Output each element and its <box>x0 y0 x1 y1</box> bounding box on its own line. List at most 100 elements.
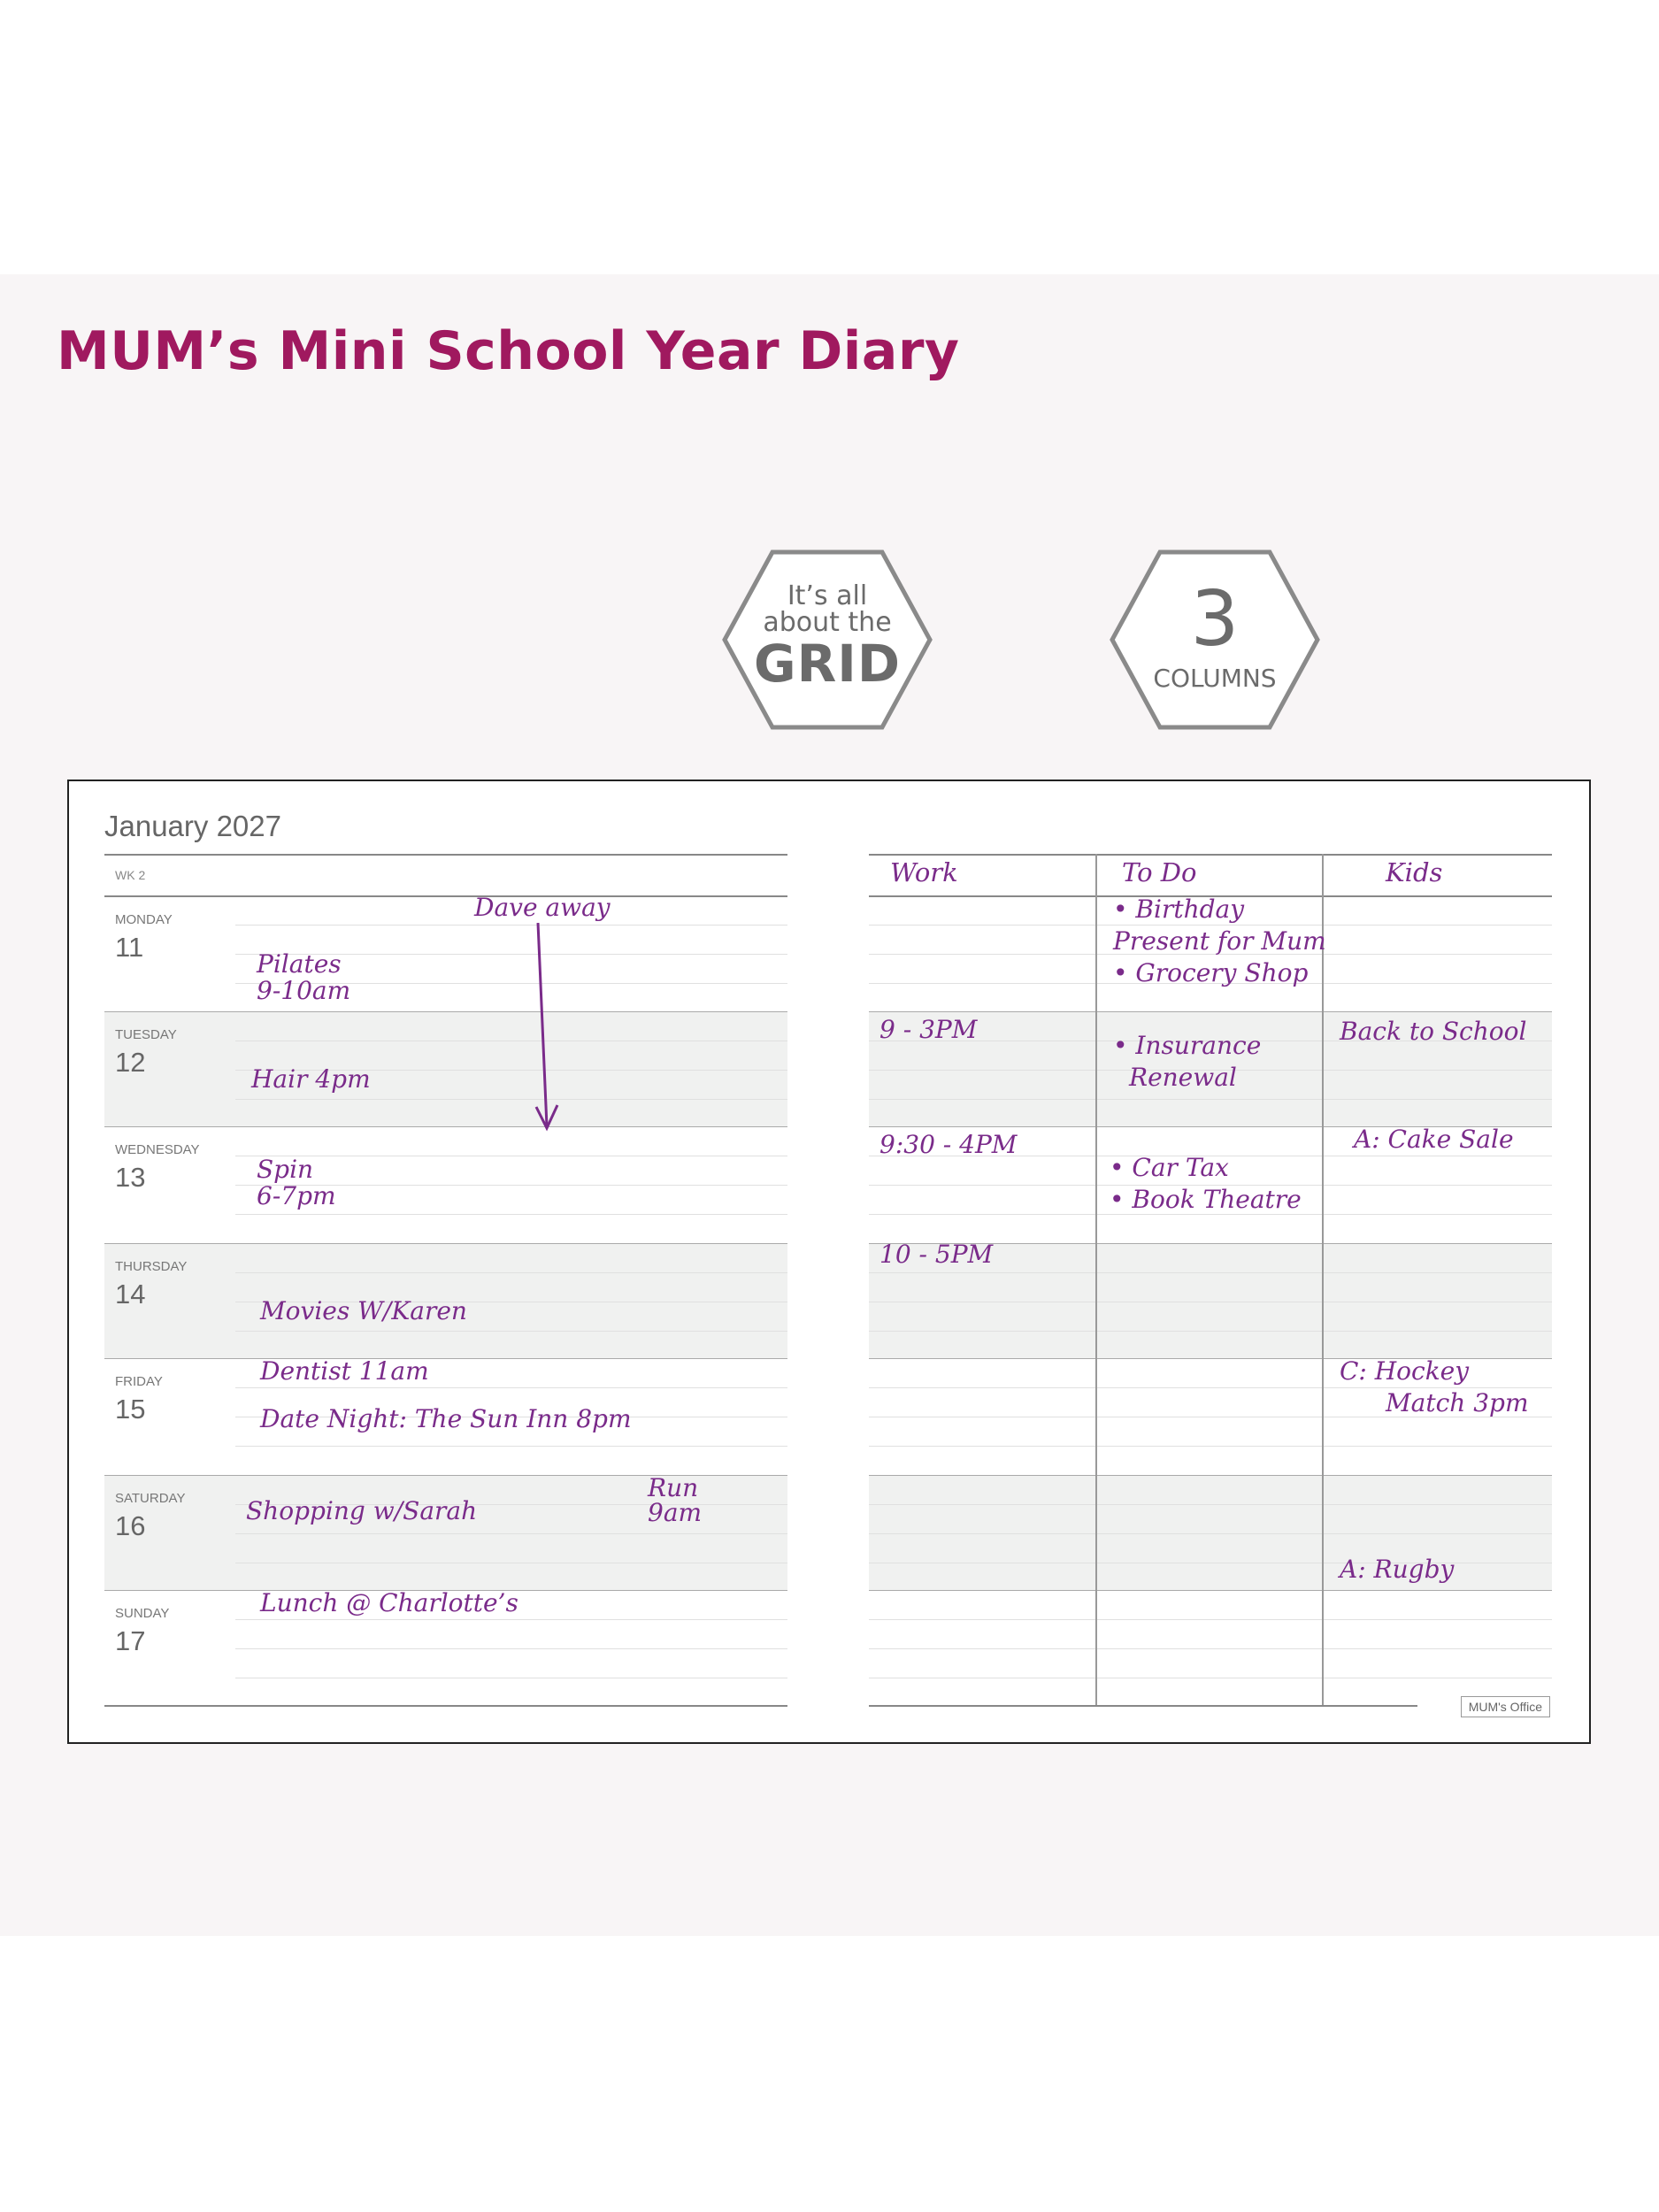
day-name: SATURDAY <box>115 1491 186 1506</box>
kids-hockey-time: Match 3pm <box>1386 1388 1529 1417</box>
note-dave-away: Dave away <box>474 893 611 922</box>
writing-line <box>235 1070 787 1071</box>
divider <box>869 1243 1552 1244</box>
divider <box>104 1011 787 1012</box>
note-lunch: Lunch @ Charlotte’s <box>260 1588 518 1617</box>
column-header-work: Work <box>890 857 958 887</box>
grid-badge-line1: It’s all <box>787 580 868 611</box>
todo-insurance: • Insurance <box>1113 1031 1262 1060</box>
work-note-wednesday: 9:30 - 4PM <box>879 1130 1018 1159</box>
columns-badge: 3 COLUMNS <box>1109 549 1321 731</box>
day-band-shade <box>869 1475 1552 1590</box>
work-note-tuesday: 9 - 3PM <box>879 1015 978 1044</box>
day-name: WEDNESDAY <box>115 1142 200 1157</box>
divider <box>869 1475 1552 1476</box>
writing-line <box>869 925 1552 926</box>
divider <box>104 854 787 856</box>
writing-line <box>869 1185 1552 1186</box>
arrow-down-icon <box>534 923 559 1132</box>
writing-line <box>869 1214 1552 1215</box>
writing-line <box>235 1214 787 1215</box>
writing-line <box>235 1619 787 1620</box>
kids-rugby: A: Rugby <box>1340 1555 1455 1584</box>
divider <box>869 1590 1552 1591</box>
day-name: THURSDAY <box>115 1259 188 1274</box>
note-run-time: 9am <box>648 1498 703 1527</box>
writing-line <box>235 925 787 926</box>
writing-line <box>235 1533 787 1534</box>
writing-line <box>869 1619 1552 1620</box>
writing-line <box>235 1387 787 1388</box>
grid-badge-line3: GRID <box>754 634 901 694</box>
column-header-kids: Kids <box>1386 857 1443 887</box>
note-shopping: Shopping w/Sarah <box>246 1496 478 1525</box>
hexagon-icon <box>1110 549 1320 730</box>
note-spin: Spin <box>257 1155 314 1184</box>
day-band-shade <box>104 1475 787 1590</box>
note-date-night: Date Night: The Sun Inn 8pm <box>260 1404 632 1433</box>
writing-line <box>235 1504 787 1505</box>
todo-birthday: • Birthday <box>1113 895 1245 924</box>
writing-line <box>869 954 1552 955</box>
day-number: 14 <box>115 1279 146 1310</box>
hexagon-icon <box>722 549 933 730</box>
column-header-todo: To Do <box>1122 857 1197 887</box>
divider <box>104 1475 787 1476</box>
page-title: MUM’s Mini School Year Diary <box>57 320 960 382</box>
divider <box>869 1705 1417 1707</box>
month-heading: January 2027 <box>104 810 281 842</box>
grid-badge-line2: about the <box>763 607 892 638</box>
column-divider <box>1322 854 1324 1705</box>
writing-line <box>869 1387 1552 1388</box>
grid-badge: It’s all about the GRID <box>721 549 933 731</box>
writing-line <box>869 1331 1552 1332</box>
day-number: 15 <box>115 1394 146 1425</box>
divider <box>104 1243 787 1244</box>
divider <box>104 1126 787 1127</box>
divider <box>104 1358 787 1359</box>
writing-line <box>869 983 1552 984</box>
kids-cake-sale: A: Cake Sale <box>1354 1125 1514 1154</box>
todo-car-tax: • Car Tax <box>1110 1153 1229 1182</box>
writing-line <box>235 954 787 955</box>
todo-insurance-cont: Renewal <box>1129 1063 1237 1092</box>
divider <box>869 1011 1552 1012</box>
todo-birthday-cont: Present for Mum <box>1113 926 1326 956</box>
writing-line <box>235 1331 787 1332</box>
kids-back-to-school: Back to School <box>1340 1017 1527 1046</box>
writing-line <box>869 1533 1552 1534</box>
writing-line <box>235 1185 787 1186</box>
divider <box>869 854 1552 856</box>
writing-line <box>869 1070 1552 1071</box>
day-band-shade <box>104 1011 787 1126</box>
work-note-thursday: 10 - 5PM <box>879 1240 994 1269</box>
day-band-shade <box>869 1243 1552 1358</box>
columns-badge-label: COLUMNS <box>1153 664 1277 693</box>
writing-line <box>869 1272 1552 1273</box>
brand-tag: MUM's Office <box>1460 1696 1550 1717</box>
note-dentist: Dentist 11am <box>260 1356 429 1386</box>
day-name: SUNDAY <box>115 1606 170 1621</box>
week-label: WK 2 <box>115 868 146 882</box>
divider <box>869 1358 1552 1359</box>
kids-hockey: C: Hockey <box>1340 1356 1470 1386</box>
day-number: 13 <box>115 1162 146 1193</box>
column-divider <box>1095 854 1097 1705</box>
note-pilates-time: 9-10am <box>257 976 351 1005</box>
day-name: MONDAY <box>115 912 173 927</box>
todo-book-theatre: • Book Theatre <box>1110 1185 1302 1214</box>
note-movies: Movies W/Karen <box>260 1296 467 1325</box>
columns-badge-number: 3 <box>1190 575 1240 664</box>
divider <box>104 895 787 897</box>
note-pilates: Pilates <box>257 949 342 979</box>
diary-spread: January 2027 WK 2 MONDAY 11 TUESDAY 12 W… <box>67 780 1591 1744</box>
writing-line <box>869 1099 1552 1100</box>
day-band-shade <box>104 1243 787 1358</box>
divider <box>104 1590 787 1591</box>
writing-line <box>869 1648 1552 1649</box>
day-number: 11 <box>115 932 144 963</box>
writing-line <box>235 1648 787 1649</box>
divider <box>869 895 1552 897</box>
writing-line <box>235 1272 787 1273</box>
day-number: 17 <box>115 1625 146 1656</box>
